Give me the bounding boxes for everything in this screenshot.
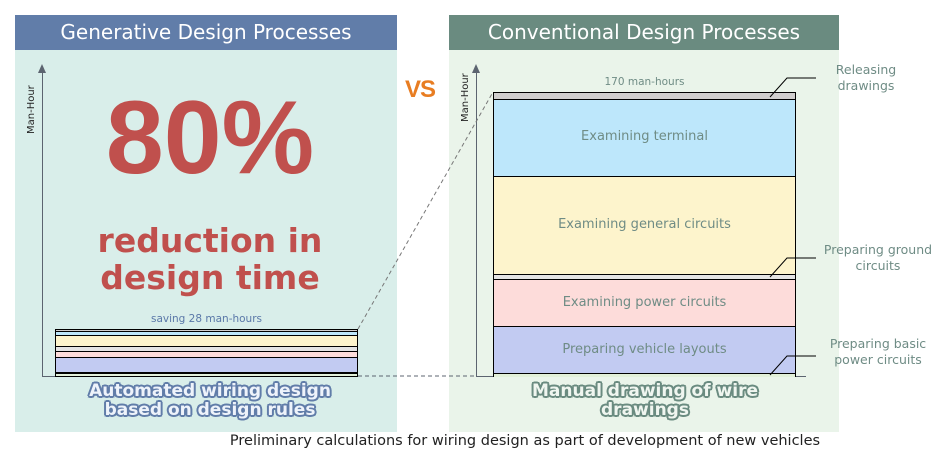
callout-preparing-basic-power-circuits: Preparing basic power circuits	[820, 336, 936, 368]
y-axis-arrow-icon	[38, 64, 46, 73]
segment-preparing-basic-power-circuits	[494, 373, 795, 377]
segment-preparing-ground-circuits	[56, 346, 357, 351]
segment-examining-power-circuits	[56, 351, 357, 357]
segment-label: Preparing vehicle layouts	[562, 342, 727, 357]
callout-line: circuits	[855, 258, 901, 273]
generative-panel-title: Generative Design Processes	[15, 15, 397, 50]
segment-examining-power-circuits: Examining power circuits	[494, 279, 795, 326]
conventional-footer-line-1: Manual drawing of wire	[532, 381, 758, 401]
segment-preparing-vehicle-layouts: Preparing vehicle layouts	[494, 326, 795, 373]
conventional-y-axis	[476, 70, 477, 377]
reduction-percent: 80%	[105, 80, 315, 196]
conventional-y-axis-label: Man-Hour	[460, 73, 471, 122]
generative-footer-line-1: Automated wiring design	[89, 381, 331, 401]
generative-footer-line-2: based on design rules	[104, 400, 316, 420]
segment-label: Examining general circuits	[558, 217, 731, 232]
segment-preparing-basic-power-circuits	[56, 372, 357, 376]
generative-y-axis-label: Man-Hour	[26, 85, 37, 134]
conventional-footer-line-2: drawings	[601, 400, 689, 420]
headline-line-2: design time	[100, 258, 320, 297]
callout-line: power circuits	[834, 352, 922, 367]
callout-line: Preparing ground	[823, 242, 933, 257]
segment-preparing-ground-circuits	[494, 274, 795, 279]
callout-preparing-ground-circuits: Preparing ground circuits	[815, 242, 941, 274]
callout-line: Preparing basic	[829, 336, 927, 351]
segment-examining-general-circuits: Examining general circuits	[494, 176, 795, 274]
segment-label: Examining terminal	[581, 129, 708, 144]
vs-label: VS	[405, 76, 436, 103]
segment-releasing-drawings	[494, 92, 795, 99]
conventional-panel-title: Conventional Design Processes	[449, 15, 839, 50]
generative-stacked-bar	[55, 329, 358, 377]
headline-line-1: reduction in	[97, 221, 323, 260]
generative-y-axis	[42, 70, 43, 377]
segment-label: Examining power circuits	[562, 295, 727, 310]
saving-note: saving 28 man-hours	[150, 313, 263, 325]
segment-examining-terminal: Examining terminal	[494, 99, 795, 176]
callout-line: Releasing	[835, 62, 897, 77]
segment-examining-terminal	[56, 331, 357, 335]
conventional-stacked-bar: Examining terminal Examining general cir…	[493, 92, 796, 377]
total-note: 170 man-hours	[604, 76, 685, 88]
segment-releasing-drawings	[56, 329, 357, 331]
caption: Preliminary calculations for wiring desi…	[229, 433, 821, 449]
y-axis-arrow-icon	[472, 64, 480, 73]
segment-preparing-vehicle-layouts	[56, 357, 357, 372]
segment-examining-general-circuits	[56, 335, 357, 346]
callout-releasing-drawings: Releasing drawings	[818, 62, 914, 94]
callout-line: drawings	[837, 78, 895, 93]
